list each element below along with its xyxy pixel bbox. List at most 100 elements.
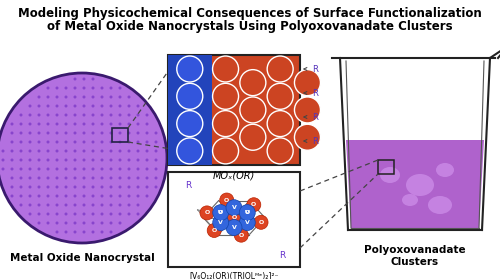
Circle shape bbox=[64, 158, 68, 162]
Circle shape bbox=[136, 177, 140, 179]
Circle shape bbox=[100, 158, 103, 162]
Bar bbox=[168, 172, 300, 267]
Circle shape bbox=[118, 122, 122, 126]
Ellipse shape bbox=[402, 194, 418, 206]
Circle shape bbox=[177, 56, 203, 82]
Circle shape bbox=[38, 114, 40, 117]
Circle shape bbox=[146, 141, 148, 143]
Circle shape bbox=[46, 194, 50, 198]
Circle shape bbox=[294, 124, 320, 150]
Circle shape bbox=[118, 222, 122, 225]
Text: Metal Oxide Nanocrystal: Metal Oxide Nanocrystal bbox=[10, 253, 154, 263]
Circle shape bbox=[2, 158, 4, 162]
Circle shape bbox=[82, 194, 86, 198]
Circle shape bbox=[28, 203, 32, 206]
Circle shape bbox=[128, 95, 130, 98]
Circle shape bbox=[28, 213, 32, 215]
Circle shape bbox=[118, 158, 122, 162]
Circle shape bbox=[294, 97, 320, 123]
Circle shape bbox=[46, 105, 50, 107]
Circle shape bbox=[267, 138, 293, 164]
Circle shape bbox=[28, 150, 32, 153]
Text: [V₆O₁₂(OR)(TRIOLᴹᵉ)₂]²⁻: [V₆O₁₂(OR)(TRIOLᴹᵉ)₂]²⁻ bbox=[189, 272, 279, 279]
Circle shape bbox=[56, 114, 58, 117]
Circle shape bbox=[56, 167, 58, 170]
Circle shape bbox=[136, 213, 140, 215]
Circle shape bbox=[28, 131, 32, 134]
Circle shape bbox=[100, 141, 103, 143]
Circle shape bbox=[38, 167, 40, 170]
Circle shape bbox=[100, 213, 103, 215]
Circle shape bbox=[110, 186, 112, 189]
Circle shape bbox=[82, 213, 86, 215]
Circle shape bbox=[28, 194, 32, 198]
Circle shape bbox=[110, 86, 112, 90]
Circle shape bbox=[247, 198, 261, 212]
Circle shape bbox=[64, 150, 68, 153]
Circle shape bbox=[118, 186, 122, 189]
Circle shape bbox=[38, 105, 40, 107]
Circle shape bbox=[110, 114, 112, 117]
Circle shape bbox=[136, 203, 140, 206]
Circle shape bbox=[74, 158, 76, 162]
Circle shape bbox=[46, 114, 50, 117]
Circle shape bbox=[74, 222, 76, 225]
Circle shape bbox=[38, 203, 40, 206]
Circle shape bbox=[10, 186, 14, 189]
Circle shape bbox=[74, 213, 76, 215]
Ellipse shape bbox=[436, 163, 454, 177]
Circle shape bbox=[28, 141, 32, 143]
Circle shape bbox=[177, 110, 203, 137]
Circle shape bbox=[100, 186, 103, 189]
Bar bbox=[378, 160, 394, 174]
Circle shape bbox=[56, 213, 58, 215]
Circle shape bbox=[220, 193, 234, 207]
Circle shape bbox=[46, 203, 50, 206]
Circle shape bbox=[82, 122, 86, 126]
Text: V: V bbox=[218, 210, 223, 215]
Circle shape bbox=[146, 131, 148, 134]
Circle shape bbox=[20, 150, 22, 153]
Circle shape bbox=[64, 186, 68, 189]
Circle shape bbox=[128, 150, 130, 153]
Circle shape bbox=[240, 206, 254, 220]
Circle shape bbox=[100, 122, 103, 126]
Circle shape bbox=[46, 186, 50, 189]
Circle shape bbox=[92, 158, 94, 162]
Text: O: O bbox=[244, 210, 250, 215]
Circle shape bbox=[46, 222, 50, 225]
Circle shape bbox=[267, 56, 293, 82]
Circle shape bbox=[234, 228, 248, 242]
Circle shape bbox=[92, 186, 94, 189]
Bar bbox=[168, 55, 300, 165]
Circle shape bbox=[267, 110, 293, 137]
Circle shape bbox=[64, 177, 68, 179]
Circle shape bbox=[110, 194, 112, 198]
Circle shape bbox=[38, 194, 40, 198]
Circle shape bbox=[118, 131, 122, 134]
Circle shape bbox=[74, 186, 76, 189]
Circle shape bbox=[110, 150, 112, 153]
Text: of Metal Oxide Nanocrystals Using Polyoxovanadate Clusters: of Metal Oxide Nanocrystals Using Polyox… bbox=[47, 20, 453, 33]
Circle shape bbox=[118, 167, 122, 170]
Circle shape bbox=[20, 122, 22, 126]
Circle shape bbox=[20, 177, 22, 179]
Circle shape bbox=[110, 203, 112, 206]
Circle shape bbox=[74, 141, 76, 143]
Circle shape bbox=[10, 131, 14, 134]
Circle shape bbox=[46, 131, 50, 134]
Circle shape bbox=[100, 131, 103, 134]
Circle shape bbox=[146, 158, 148, 162]
Circle shape bbox=[110, 222, 112, 225]
Circle shape bbox=[128, 186, 130, 189]
Circle shape bbox=[20, 158, 22, 162]
Circle shape bbox=[100, 150, 103, 153]
Circle shape bbox=[136, 105, 140, 107]
Circle shape bbox=[82, 95, 86, 98]
Text: O: O bbox=[251, 202, 256, 207]
Circle shape bbox=[100, 177, 103, 179]
Text: O: O bbox=[238, 233, 244, 238]
Circle shape bbox=[74, 131, 76, 134]
Circle shape bbox=[128, 114, 130, 117]
Circle shape bbox=[240, 124, 266, 150]
